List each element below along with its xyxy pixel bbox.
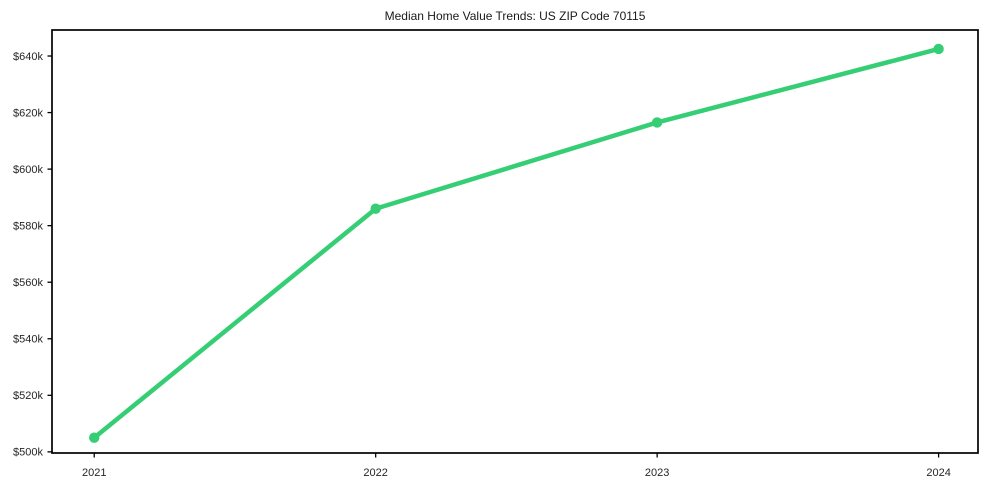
trend-line (91, 46, 941, 440)
x-axis-tick-label: 2024 (926, 467, 950, 479)
x-axis-tick-label: 2021 (82, 467, 106, 479)
y-axis-tick-label: $640k (13, 51, 43, 63)
chart-title: Median Home Value Trends: US ZIP Code 70… (384, 9, 646, 23)
data-point-2023 (651, 117, 663, 128)
x-axis-tick-label: 2022 (363, 467, 387, 479)
y-axis-tick-label: $500k (13, 447, 43, 459)
y-axis-tick-label: $540k (13, 334, 43, 346)
data-point-2022 (370, 203, 381, 214)
plot-border (51, 29, 979, 454)
data-point-2024 (933, 43, 944, 55)
data-point-2021 (89, 432, 100, 443)
y-axis-tick-label: $600k (13, 164, 43, 176)
y-axis-tick-label: $560k (13, 277, 43, 289)
y-axis-tick-label: $620k (13, 107, 43, 119)
x-axis-tick-label: 2023 (645, 467, 669, 479)
y-axis-tick-label: $520k (13, 390, 43, 402)
y-axis-tick-label: $580k (13, 220, 43, 232)
